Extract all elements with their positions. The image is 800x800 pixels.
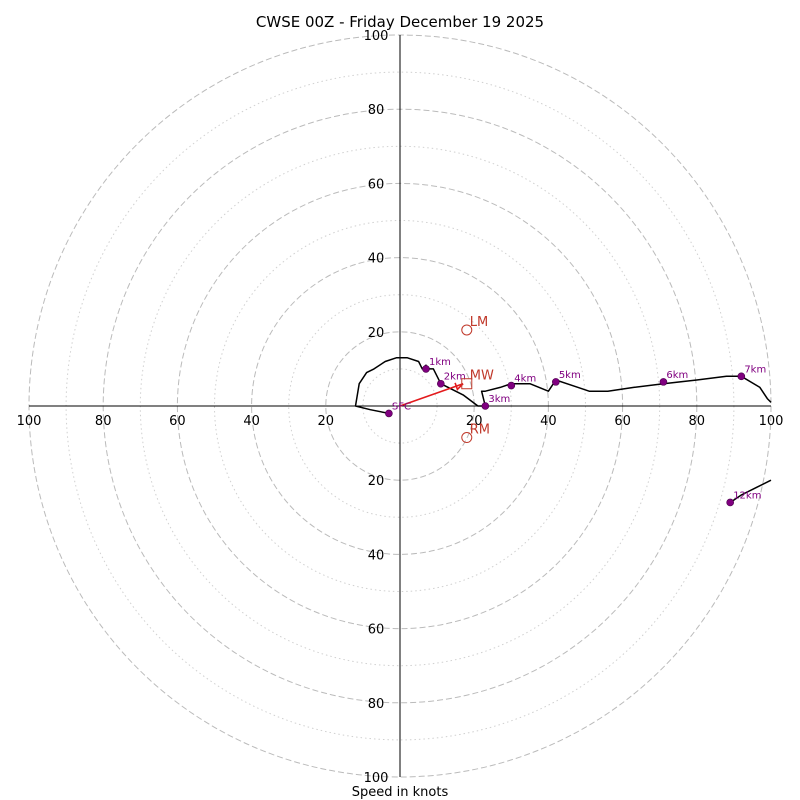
x-tick-label: 20	[318, 414, 335, 429]
y-tick-label: 100	[364, 771, 389, 786]
height-marker-3km	[481, 402, 490, 410]
height-marker-2km	[437, 379, 445, 388]
storm-motion-mw-marker	[461, 378, 473, 390]
height-marker-label: SFC	[392, 401, 411, 412]
height-marker-label: 1km	[429, 357, 451, 368]
x-tick-label: 60	[169, 414, 186, 429]
storm-motion-lm-marker	[461, 324, 473, 336]
storm-motion-label: RM	[470, 423, 490, 438]
x-tick-label: 40	[243, 414, 260, 429]
y-tick-label: 40	[368, 548, 385, 563]
x-tick-label: 100	[17, 414, 42, 429]
height-marker-label: 4km	[514, 374, 536, 385]
height-markers: SFC 1km 2km 3km 4km 5km 6km 7km 12km	[385, 357, 766, 507]
storm-motion-markers: LM MW RM	[461, 315, 494, 444]
chart-title: CWSE 00Z - Friday December 19 2025	[256, 13, 544, 31]
height-marker-label: 7km	[744, 364, 766, 375]
height-marker-1km	[422, 365, 430, 373]
y-tick-label: 60	[368, 623, 385, 638]
height-marker-label: 12km	[733, 490, 761, 501]
y-tick-label: 80	[368, 103, 385, 118]
storm-motion-rm-marker	[461, 432, 473, 444]
wind-profile-line	[354, 357, 772, 415]
height-marker-6km	[659, 378, 668, 386]
x-tick-label: 80	[95, 414, 112, 429]
y-tick-label: 100	[364, 29, 389, 44]
x-tick-label: 40	[540, 414, 557, 429]
height-marker-5km	[552, 378, 560, 386]
x-tick-label: 100	[759, 414, 784, 429]
height-marker-label: 6km	[666, 370, 688, 381]
upper-level-wind-line	[729, 479, 772, 504]
height-marker-label: 5km	[559, 370, 581, 381]
y-tick-label: 60	[368, 177, 385, 192]
storm-motion-label: MW	[470, 369, 494, 384]
storm-motion-label: LM	[470, 315, 488, 330]
x-tick-label: 20	[466, 414, 483, 429]
shear-vector-arrowhead	[454, 382, 464, 391]
x-tick-label: 80	[689, 414, 706, 429]
y-tick-label: 80	[368, 697, 385, 712]
y-tick-label: 40	[368, 252, 385, 267]
shear-vector	[399, 382, 464, 407]
height-marker-4km	[507, 381, 516, 390]
height-marker-sfc	[385, 409, 393, 418]
y-tick-label: 20	[368, 474, 385, 489]
x-tick-label: 60	[614, 414, 631, 429]
height-marker-7km	[737, 372, 746, 381]
height-marker-12km	[726, 498, 734, 507]
tick-labels: 100 100 80 80 60 60 40 40 20 20 20 20 40 40 60 60 80 80 10…	[17, 29, 784, 786]
x-axis-label: Speed in knots	[352, 785, 449, 800]
height-marker-label: 3km	[488, 394, 510, 405]
y-tick-label: 20	[368, 326, 385, 341]
height-marker-label: 2km	[444, 372, 466, 383]
